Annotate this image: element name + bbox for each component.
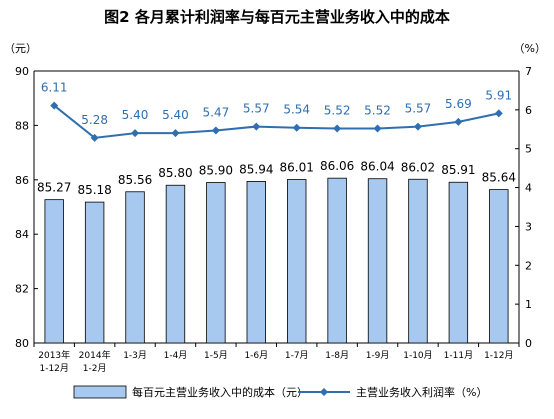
- left-tick-label: 80: [15, 337, 29, 350]
- bar: [246, 181, 266, 344]
- line-point: [494, 109, 503, 118]
- left-tick-label: 88: [15, 119, 29, 132]
- line-point: [171, 129, 180, 138]
- bar-value-label: 85.18: [77, 183, 111, 197]
- line-point: [333, 124, 342, 133]
- chart-title: 图2 各月累计利润率与每百元主营业务收入中的成本: [104, 8, 450, 26]
- line-point: [373, 124, 382, 133]
- left-axis-unit: （元）: [4, 42, 37, 55]
- line-value-label: 5.52: [364, 104, 391, 118]
- bar-value-label: 85.94: [239, 162, 273, 176]
- x-tick-label: 1-3月: [123, 350, 147, 361]
- bar: [125, 191, 145, 344]
- right-tick-label: 0: [525, 337, 532, 350]
- bar: [408, 178, 428, 344]
- line-value-label: 5.57: [243, 102, 270, 116]
- right-tick-label: 1: [525, 298, 532, 311]
- right-tick-label: 2: [525, 259, 532, 272]
- x-tick-label: 1-12月: [39, 363, 68, 374]
- line-point: [211, 126, 220, 135]
- line-point: [413, 122, 422, 131]
- bar-value-label: 85.27: [37, 181, 71, 195]
- left-tick-label: 86: [15, 174, 29, 187]
- line-point: [131, 129, 140, 138]
- left-tick-label: 82: [15, 283, 29, 296]
- bar-value-label: 85.56: [118, 173, 152, 187]
- bar-value-label: 85.91: [441, 163, 475, 177]
- x-tick-label: 1-10月: [403, 350, 432, 361]
- line-point: [252, 122, 261, 131]
- x-tick-label: 1-5月: [204, 350, 228, 361]
- line-point: [454, 117, 463, 126]
- x-tick-label: 1-2月: [83, 363, 107, 374]
- x-tick-label: 1-11月: [444, 350, 473, 361]
- legend-line-label: 主营业务收入利润率（%）: [356, 385, 487, 399]
- line-value-label: 5.40: [162, 108, 189, 122]
- x-tick-label: 1-6月: [244, 350, 268, 361]
- right-tick-label: 4: [525, 182, 532, 195]
- right-tick-label: 6: [525, 104, 532, 117]
- bar: [84, 201, 105, 344]
- x-tick-label: 1-12月: [484, 350, 513, 361]
- bar-value-label: 86.06: [320, 159, 354, 173]
- line-point: [50, 101, 59, 110]
- bar: [44, 199, 64, 344]
- right-tick-label: 3: [525, 220, 532, 233]
- bar: [206, 182, 226, 344]
- bar: [287, 179, 307, 344]
- line-value-label: 6.11: [41, 81, 68, 95]
- line-value-label: 5.57: [405, 102, 432, 116]
- line-value-label: 5.91: [485, 88, 512, 102]
- bar-value-label: 86.01: [280, 161, 314, 175]
- legend: 每百元主营业务收入中的成本（元） 主营业务收入利润率（%）: [73, 385, 487, 399]
- line-value-label: 5.28: [81, 113, 108, 127]
- bar-value-label: 85.64: [482, 171, 516, 185]
- legend-bar-swatch: [73, 385, 127, 399]
- line-value-label: 5.69: [445, 97, 472, 111]
- bar-value-label: 86.02: [401, 160, 435, 174]
- left-tick-label: 90: [15, 65, 29, 78]
- right-tick-label: 7: [525, 65, 532, 78]
- bar-value-label: 85.90: [199, 164, 233, 178]
- bar: [489, 189, 509, 344]
- bar: [367, 178, 388, 344]
- bar-value-label: 85.80: [158, 166, 192, 180]
- line-value-label: 5.47: [203, 105, 230, 119]
- right-axis-unit: （%）: [514, 42, 546, 55]
- bar: [165, 184, 186, 344]
- line-point: [90, 133, 99, 142]
- right-tick-label: 5: [525, 143, 532, 156]
- legend-bar-label: 每百元主营业务收入中的成本（元）: [132, 385, 308, 399]
- x-tick-label: 2013年: [38, 349, 70, 361]
- bar-value-label: 86.04: [360, 160, 394, 174]
- bar: [448, 181, 469, 344]
- x-tick-label: 1-9月: [366, 350, 390, 361]
- line-value-label: 5.54: [283, 103, 310, 117]
- line-point: [292, 123, 301, 132]
- x-tick-label: 1-7月: [285, 350, 309, 361]
- x-tick-label: 1-8月: [325, 350, 349, 361]
- x-tick-label: 2014年: [79, 349, 111, 361]
- left-tick-label: 84: [15, 228, 29, 241]
- line-value-label: 5.52: [324, 104, 351, 118]
- line-value-label: 5.40: [122, 108, 149, 122]
- legend-line-marker: [320, 388, 328, 396]
- x-tick-label: 1-4月: [164, 350, 188, 361]
- line-series: [53, 104, 499, 139]
- bar: [327, 177, 347, 344]
